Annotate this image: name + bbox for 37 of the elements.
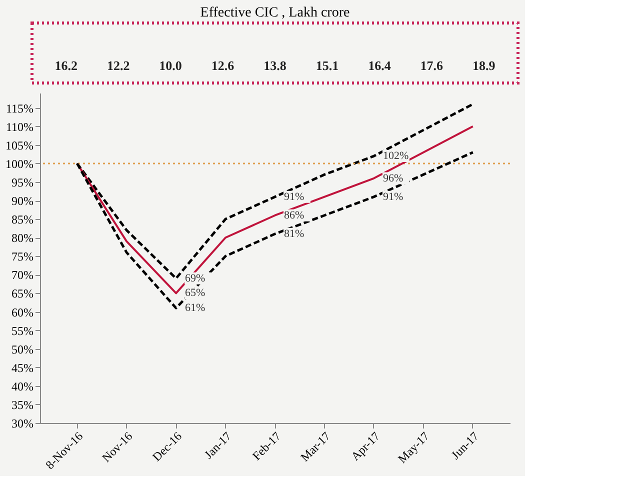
- y-tick-label: 95%: [12, 175, 34, 190]
- data-label: 91%: [382, 190, 404, 203]
- data-label: 61%: [185, 302, 206, 314]
- text: 12.2: [106, 58, 130, 73]
- data-label: 81%: [284, 228, 304, 240]
- y-tick-label: 80%: [12, 231, 34, 246]
- text: 15.1: [316, 58, 339, 73]
- y-tick-label: 40%: [12, 379, 34, 394]
- y-tick-label: 50%: [12, 342, 34, 356]
- y-tick-label: 30%: [12, 416, 34, 430]
- y-tick-label: 55%: [12, 324, 34, 338]
- data-label: 65%: [185, 287, 206, 300]
- data-label: 91%: [284, 190, 304, 203]
- y-tick-label: 45%: [12, 360, 34, 375]
- y-tick-label: 85%: [12, 212, 34, 227]
- data-label: 102%: [382, 150, 409, 162]
- y-tick-label: 105%: [6, 138, 34, 152]
- text: 17.6: [420, 58, 444, 73]
- y-tick-label: 60%: [12, 305, 34, 320]
- y-tick-label: 75%: [12, 250, 34, 264]
- text: 10.0: [159, 58, 182, 73]
- text: 16.2: [54, 58, 78, 73]
- y-tick-label: 70%: [12, 268, 34, 282]
- text: 12.6: [211, 58, 234, 73]
- data-label: 86%: [284, 209, 304, 222]
- text: 13.8: [264, 58, 286, 73]
- text: 18.9: [472, 58, 496, 73]
- data-label: 96%: [382, 172, 404, 184]
- data-label: 69%: [185, 272, 206, 284]
- y-tick-label: 110%: [6, 120, 34, 134]
- y-tick-label: 90%: [12, 194, 34, 208]
- y-tick-label: 65%: [12, 286, 34, 301]
- text: Effective CIC , Lakh crore: [200, 6, 350, 20]
- text: 16.4: [368, 58, 391, 73]
- y-tick-label: 100%: [6, 156, 34, 171]
- y-tick-label: 115%: [6, 101, 34, 116]
- y-tick-label: 35%: [12, 398, 34, 412]
